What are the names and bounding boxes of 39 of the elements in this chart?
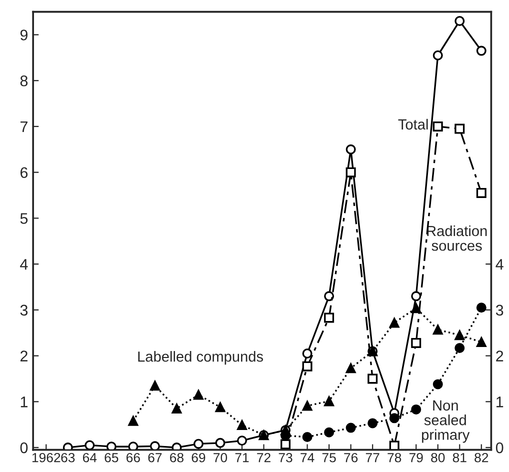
y-tick-label: 5 [20,213,28,224]
y2-tick-label: 4 [496,259,504,270]
x-tick-label: 81 [452,452,466,462]
x-tick-label: 70 [214,452,228,462]
annotation: Total [398,118,428,130]
x-tick-label: 63 [61,452,75,462]
y-tick-label: 3 [20,304,28,316]
y-tick-label: 0 [20,442,28,454]
x-tick-label: 73 [278,452,292,462]
x-tick-label: 71 [235,453,249,462]
x-tick-label: 77 [366,453,380,462]
x-tick-label: 66 [126,452,140,462]
annotation: Non sealed primary [422,400,470,443]
x-tick-label: 65 [104,452,118,462]
y-tick-label: 9 [20,30,28,40]
x-tick-label: 64 [83,452,97,462]
y2-tick-label: 2 [496,350,504,362]
x-tick-label: 68 [170,452,184,462]
annotation: Labelled compunds [138,351,264,365]
x-tick-label: 82 [474,452,488,462]
x-tick-label: 79 [409,452,423,462]
y2-tick-label: 1 [496,396,504,408]
y-tick-label: 2 [20,350,28,362]
x-tick-label: 72 [257,452,270,462]
y2-tick-label: 3 [496,304,504,316]
y-tick-label: 1 [20,396,28,408]
y2-tick-label: 0 [496,442,504,454]
x-tick-label: 67 [148,452,162,462]
y-tick-label: 8 [20,75,28,86]
x-tick-label: 78 [388,452,402,462]
x-tick-label: 75 [322,453,336,462]
y-tick-label: 4 [20,259,28,270]
x-tick-label: 69 [192,452,206,462]
x-tick-label: 1962 [32,452,60,462]
y-tick-label: 6 [20,167,28,178]
x-tick-label: 74 [300,453,314,462]
y-tick-label: 7 [20,121,28,132]
x-tick-label: 76 [344,452,358,462]
x-tick-label: 80 [431,452,445,462]
